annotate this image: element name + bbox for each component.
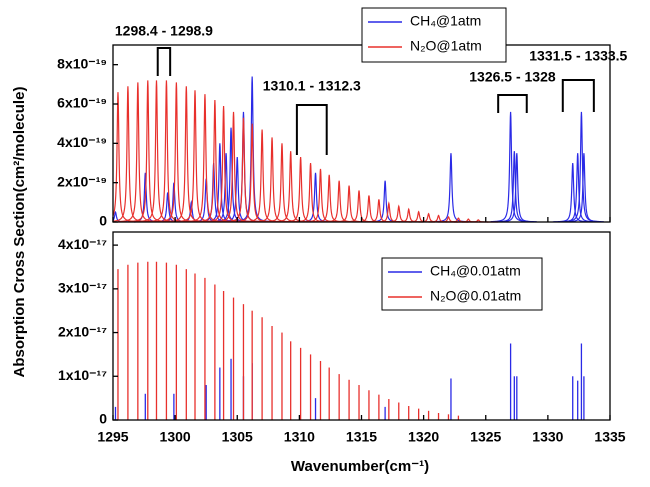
spectral-peak xyxy=(359,199,399,223)
spectral-peak xyxy=(339,190,379,223)
annotation: 1331.5 - 1333.5 xyxy=(529,48,627,64)
spectral-peak xyxy=(300,168,341,223)
y-tick-label: 0 xyxy=(99,213,107,229)
spectral-peak xyxy=(175,90,215,223)
x-tick-label: 1315 xyxy=(346,429,377,445)
spectral-peak xyxy=(319,180,360,223)
spectral-peak xyxy=(117,82,158,223)
bracket xyxy=(497,94,528,113)
plot-area xyxy=(114,261,585,420)
spectral-peak xyxy=(262,143,302,223)
bracket xyxy=(295,104,328,155)
legend-label: N₂O@1atm xyxy=(410,38,482,54)
y-tick-label: 3x10⁻¹⁷ xyxy=(58,280,107,296)
spectral-peak xyxy=(113,92,138,223)
y-tick-label: 0 xyxy=(99,411,107,427)
spectral-peak xyxy=(156,82,197,223)
x-tick-label: 1335 xyxy=(594,429,625,445)
x-tick-label: 1300 xyxy=(160,429,191,445)
x-tick-label: 1330 xyxy=(532,429,563,445)
spectral-peak xyxy=(431,153,471,223)
x-axis-title: Wavenumber(cm⁻¹) xyxy=(291,458,429,475)
y-axis-title: Absorption Cross Section(cm²/molecule) xyxy=(11,87,28,378)
spectral-peak xyxy=(349,195,389,223)
spectral-peak xyxy=(490,111,531,223)
spectral-peak xyxy=(378,204,419,223)
y-tick-label: 6x10⁻¹⁹ xyxy=(57,95,107,111)
spectral-peak xyxy=(252,137,292,223)
legend-label: CH₄@0.01atm xyxy=(430,263,521,279)
spectral-peak xyxy=(270,151,311,223)
legend-box xyxy=(381,257,543,311)
annotation: 1326.5 - 1328 xyxy=(469,69,556,85)
spectral-peak xyxy=(113,86,148,223)
spectral-peak xyxy=(329,185,369,223)
x-tick-label: 1325 xyxy=(470,429,501,445)
spectral-peak xyxy=(136,80,177,223)
bracket xyxy=(561,79,595,112)
x-tick-label: 1310 xyxy=(284,429,315,445)
x-tick-label: 1305 xyxy=(222,429,253,445)
annotation: 1298.4 - 1298.9 xyxy=(115,23,213,39)
annotation: 1310.1 - 1312.3 xyxy=(263,78,361,94)
legend-box xyxy=(361,7,507,63)
y-tick-label: 2x10⁻¹⁹ xyxy=(57,173,107,189)
spectral-peak xyxy=(388,207,429,223)
y-tick-label: 4x10⁻¹⁹ xyxy=(57,134,107,150)
y-tick-label: 1x10⁻¹⁷ xyxy=(58,367,107,383)
y-tick-label: 2x10⁻¹⁷ xyxy=(58,323,107,339)
bracket xyxy=(156,47,172,76)
x-tick-label: 1295 xyxy=(97,429,128,445)
spectral-peak xyxy=(290,162,331,223)
legend-label: N₂O@0.01atm xyxy=(430,288,521,304)
legend-label: CH₄@1atm xyxy=(410,13,481,29)
spectral-peak xyxy=(127,80,168,223)
y-tick-label: 4x10⁻¹⁷ xyxy=(58,236,107,252)
x-tick-label: 1320 xyxy=(408,429,439,445)
y-tick-label: 8x10⁻¹⁹ xyxy=(57,55,107,71)
